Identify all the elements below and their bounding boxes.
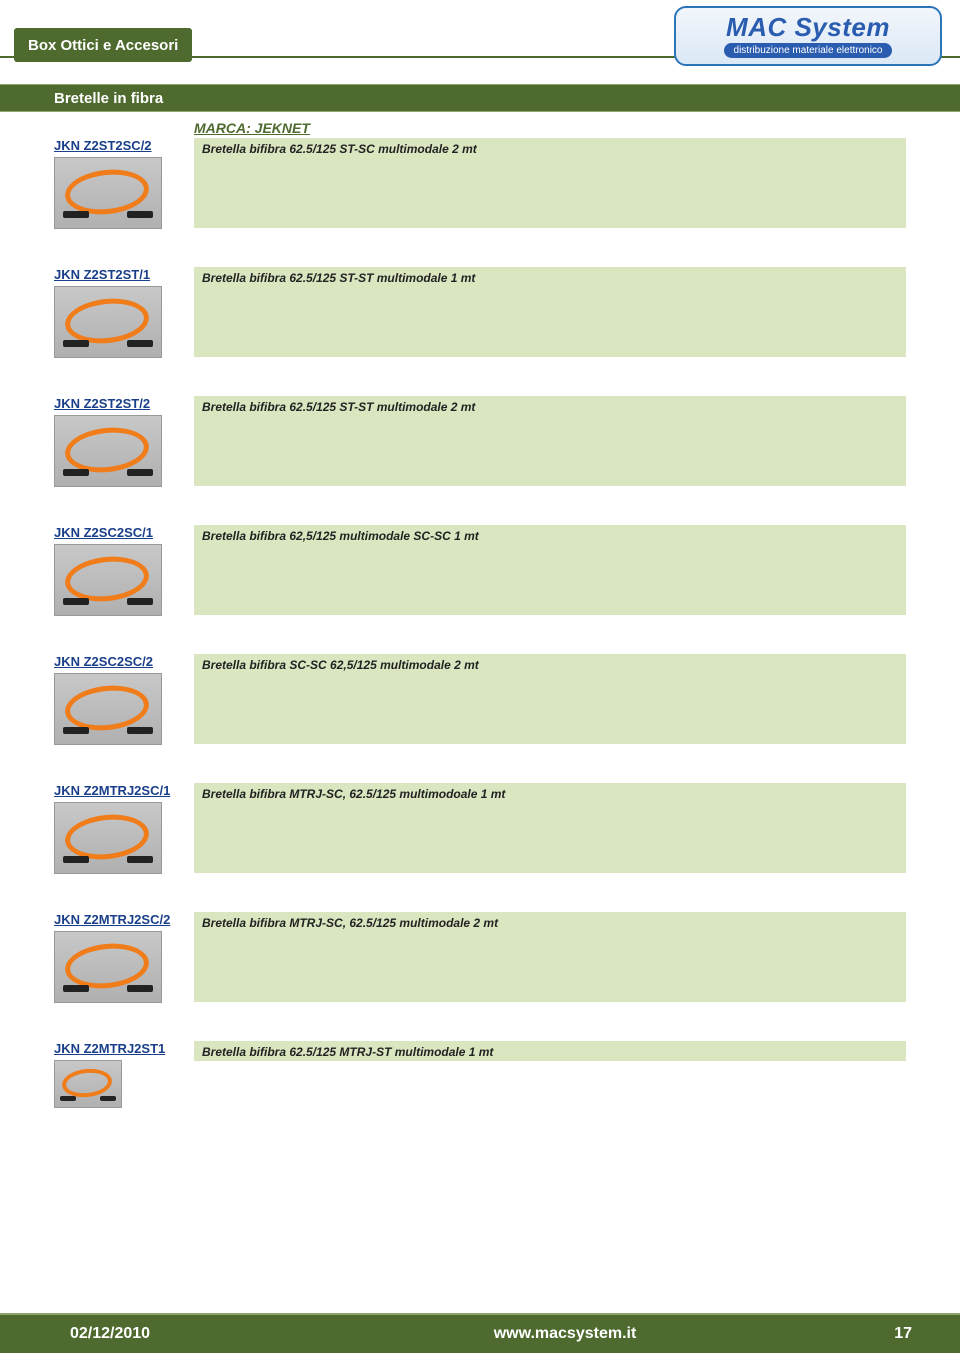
connector-icon: [60, 1096, 76, 1101]
connector-icon: [127, 727, 153, 734]
product-row: JKN Z2ST2ST/2 Bretella bifibra 62.5/125 …: [54, 396, 906, 487]
product-thumb: [54, 157, 162, 229]
product-left: JKN Z2SC2SC/2: [54, 654, 194, 745]
connector-icon: [127, 211, 153, 218]
marca-label: MARCA: JEKNET: [194, 120, 906, 136]
product-left: JKN Z2MTRJ2SC/1: [54, 783, 194, 874]
product-desc: Bretella bifibra 62.5/125 ST-ST multimod…: [194, 396, 906, 486]
product-code: JKN Z2ST2SC/2: [54, 138, 194, 153]
product-thumb: [54, 931, 162, 1003]
product-row: JKN Z2MTRJ2ST1 Bretella bifibra 62.5/125…: [54, 1041, 906, 1108]
product-code: JKN Z2MTRJ2SC/2: [54, 912, 194, 927]
product-desc: Bretella bifibra MTRJ-SC, 62.5/125 multi…: [194, 783, 906, 873]
footer-page-number: 17: [860, 1325, 960, 1343]
product-row: JKN Z2MTRJ2SC/2 Bretella bifibra MTRJ-SC…: [54, 912, 906, 1003]
connector-icon: [127, 469, 153, 476]
footer-url: www.macsystem.it: [270, 1325, 860, 1343]
product-desc: Bretella bifibra 62,5/125 multimodale SC…: [194, 525, 906, 615]
product-thumb: [54, 415, 162, 487]
product-thumb: [54, 544, 162, 616]
connector-icon: [127, 340, 153, 347]
product-thumb: [54, 673, 162, 745]
connector-icon: [63, 985, 89, 992]
product-code: JKN Z2ST2ST/2: [54, 396, 194, 411]
connector-icon: [63, 211, 89, 218]
product-desc: Bretella bifibra 62.5/125 ST-SC multimod…: [194, 138, 906, 228]
section-title: Bretelle in fibra: [0, 84, 960, 112]
connector-icon: [127, 985, 153, 992]
product-row: JKN Z2ST2SC/2 Bretella bifibra 62.5/125 …: [54, 138, 906, 229]
product-code: JKN Z2SC2SC/1: [54, 525, 194, 540]
connector-icon: [127, 598, 153, 605]
product-desc: Bretella bifibra 62.5/125 MTRJ-ST multim…: [194, 1041, 906, 1061]
connector-icon: [100, 1096, 116, 1101]
logo-sub-text: distribuzione materiale elettronico: [724, 43, 893, 58]
product-row: JKN Z2SC2SC/1 Bretella bifibra 62,5/125 …: [54, 525, 906, 616]
content-area: MARCA: JEKNET JKN Z2ST2SC/2 Bretella bif…: [0, 112, 960, 1108]
connector-icon: [63, 727, 89, 734]
product-desc: Bretella bifibra 62.5/125 ST-ST multimod…: [194, 267, 906, 357]
cable-icon: [61, 1066, 114, 1099]
product-desc: Bretella bifibra SC-SC 62,5/125 multimod…: [194, 654, 906, 744]
page-header: Box Ottici e Accesori MAC System distrib…: [0, 0, 960, 72]
product-thumb: [54, 286, 162, 358]
product-row: JKN Z2SC2SC/2 Bretella bifibra SC-SC 62,…: [54, 654, 906, 745]
product-left: JKN Z2MTRJ2SC/2: [54, 912, 194, 1003]
connector-icon: [63, 469, 89, 476]
page-footer: 02/12/2010 www.macsystem.it 17: [0, 1313, 960, 1353]
product-code: JKN Z2ST2ST/1: [54, 267, 194, 282]
connector-icon: [63, 598, 89, 605]
product-thumb: [54, 1060, 122, 1108]
product-left: JKN Z2ST2ST/2: [54, 396, 194, 487]
product-left: JKN Z2SC2SC/1: [54, 525, 194, 616]
product-desc: Bretella bifibra MTRJ-SC, 62.5/125 multi…: [194, 912, 906, 1002]
product-code: JKN Z2MTRJ2SC/1: [54, 783, 194, 798]
product-left: JKN Z2MTRJ2ST1: [54, 1041, 194, 1108]
connector-icon: [127, 856, 153, 863]
product-code: JKN Z2MTRJ2ST1: [54, 1041, 194, 1056]
product-left: JKN Z2ST2ST/1: [54, 267, 194, 358]
footer-date: 02/12/2010: [70, 1325, 270, 1343]
logo-main-text: MAC System: [726, 14, 890, 40]
product-left: JKN Z2ST2SC/2: [54, 138, 194, 229]
product-code: JKN Z2SC2SC/2: [54, 654, 194, 669]
product-thumb: [54, 802, 162, 874]
product-row: JKN Z2MTRJ2SC/1 Bretella bifibra MTRJ-SC…: [54, 783, 906, 874]
brand-logo: MAC System distribuzione materiale elett…: [674, 6, 942, 66]
connector-icon: [63, 340, 89, 347]
product-row: JKN Z2ST2ST/1 Bretella bifibra 62.5/125 …: [54, 267, 906, 358]
connector-icon: [63, 856, 89, 863]
